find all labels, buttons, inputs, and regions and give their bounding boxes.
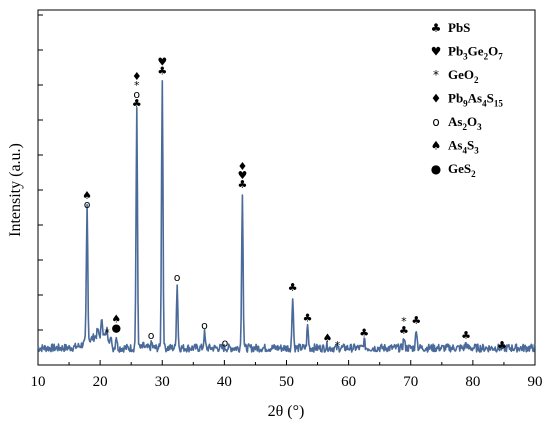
legend-label-part: 9 (463, 99, 468, 109)
peak-marker-diamond: ♦ (237, 160, 247, 173)
legend-label-diamond: Pb9As4S15 (448, 91, 503, 109)
peak-marker-club: ♣ (132, 97, 142, 110)
x-axis-title: 2θ (°) (268, 403, 305, 420)
legend-label-part: 4 (462, 146, 467, 156)
legend-label-asterisk: GeO2 (448, 67, 479, 85)
legend-label-part: GeS (448, 161, 471, 176)
legend-label-part: 3 (463, 52, 468, 62)
x-tick-label: 50 (279, 374, 294, 390)
legend-label-spade: As4S3 (448, 138, 479, 156)
legend-label-part: 2 (484, 52, 489, 62)
legend-label-part: As (468, 91, 482, 106)
peak-marker-heart: ♥ (237, 169, 247, 182)
legend-label-dot: GeS2 (448, 161, 476, 179)
legend-label-part: As (448, 138, 462, 153)
legend-label-part: O (488, 44, 498, 59)
x-tick-label: 60 (341, 374, 356, 390)
peak-marker-circle: o (174, 271, 181, 284)
legend-label-part: 3 (477, 122, 482, 132)
x-tick-label: 30 (155, 374, 170, 390)
peak-marker-asterisk: * (104, 326, 110, 339)
legend-label-circle: As2O3 (448, 114, 482, 132)
legend-label-part: As (448, 114, 462, 129)
legend-label-part: Pb (448, 44, 463, 59)
legend-label-part: S (487, 91, 494, 106)
legend-label-part: GeO (448, 67, 474, 82)
legend-label-part: Ge (468, 44, 484, 59)
peak-marker-circle: o (222, 337, 229, 350)
x-tick-label: 70 (403, 374, 418, 390)
legend-label-part: 2 (471, 169, 476, 179)
peak-marker-club: ♣ (288, 281, 298, 294)
x-tick-label: 10 (31, 374, 46, 390)
legend-symbol-asterisk: * (433, 68, 439, 82)
legend-label-heart: Pb3Ge2O7 (448, 44, 503, 62)
peak-marker-asterisk: * (335, 339, 341, 352)
legend-label-part: 4 (482, 99, 487, 109)
legend-label-part: Pb (448, 91, 463, 106)
peak-marker-diamond: ♦ (132, 70, 142, 83)
peak-marker-club: ♣ (411, 314, 421, 327)
legend-label-part: 2 (462, 122, 467, 132)
xrd-pattern-line (37, 80, 536, 353)
peak-marker-circle: o (201, 319, 208, 332)
legend-symbol-heart: ♥ (431, 45, 442, 59)
x-tick-label: 20 (93, 374, 108, 390)
y-axis-title: Intensity (a.u.) (7, 143, 24, 237)
peak-marker-asterisk: * (401, 315, 407, 328)
peak-marker-dot: ● (111, 321, 121, 334)
x-axis: 10 20 30 40 50 60 70 80 90 (31, 360, 543, 390)
legend-label-part: 3 (474, 146, 479, 156)
legend-label-part: 15 (494, 99, 504, 109)
peak-marker-spade: ♠ (82, 189, 92, 202)
legend-label-part: S (467, 138, 474, 153)
legend-symbol-spade: ♠ (431, 139, 442, 153)
peak-marker-circle: o (84, 198, 91, 211)
x-tick-label: 90 (528, 374, 543, 390)
legend-label-part: O (467, 114, 477, 129)
legend-symbol-circle: o (432, 115, 439, 129)
peak-marker-club: ♣ (237, 178, 247, 191)
peak-marker-club: ♣ (461, 329, 471, 342)
legend-label-part: PbS (448, 20, 470, 35)
legend-symbol-club: ♣ (431, 21, 442, 35)
peak-marker-club: ♣ (399, 324, 409, 337)
x-tick-label: 80 (465, 374, 480, 390)
peak-marker-asterisk: * (134, 79, 140, 92)
peak-marker-spade: ♠ (111, 312, 121, 325)
peak-marker-heart: ♥ (157, 55, 167, 68)
peak-marker-spade: ♠ (323, 331, 333, 344)
peak-annotations: o♠* ●♠♣o*♦o♣♥ooo♣♥♦♣♣♠*♣ ♣* ♣♣♣ (82, 55, 507, 352)
peak-marker-club: ♣ (497, 339, 507, 352)
legend-label-club: PbS (448, 20, 470, 35)
y-axis (38, 14, 43, 331)
peak-marker-circle: o (148, 329, 155, 342)
legend-label-part: 7 (498, 52, 503, 62)
peak-marker-club: ♣ (359, 326, 369, 339)
legend-symbol-dot: ● (431, 162, 441, 176)
peak-marker-club: ♣ (303, 311, 313, 324)
peak-marker-circle: o (133, 88, 140, 101)
peak-marker-club: ♣ (157, 64, 167, 77)
legend-symbol-diamond: ♦ (431, 92, 442, 106)
legend-label-part: 2 (474, 75, 479, 85)
x-tick-label: 40 (217, 374, 232, 390)
